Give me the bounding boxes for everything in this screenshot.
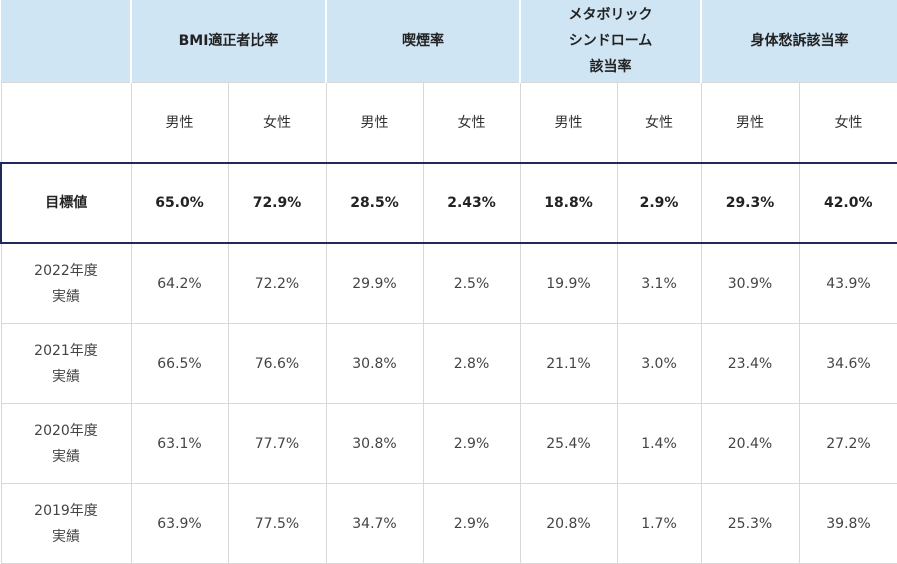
target-value: 28.5% (325, 162, 424, 244)
table-cell: 2.9% (422, 403, 521, 484)
table-cell: 25.4% (519, 403, 618, 484)
table-cell: 30.9% (700, 242, 800, 324)
table-cell: 63.1% (130, 403, 229, 484)
gender-subheader-row: 男性 女性 男性 女性 男性 女性 男性 女性 (0, 82, 897, 164)
row-label: 2020年度 実績 (0, 403, 132, 484)
table-cell: 63.9% (130, 483, 229, 564)
row-year: 2019年度 (34, 502, 98, 519)
table-cell: 30.8% (325, 323, 424, 404)
table-cell: 3.0% (616, 323, 702, 404)
table-cell: 2.8% (422, 323, 521, 404)
table-cell: 72.2% (227, 242, 327, 324)
row-year: 2021年度 (34, 342, 98, 359)
table-cell: 21.1% (519, 323, 618, 404)
table-cell: 3.1% (616, 242, 702, 324)
table-cell: 20.8% (519, 483, 618, 564)
table-cell: 34.7% (325, 483, 424, 564)
header-row: BMI適正者比率 喫煙率 メタボリック シンドローム 該当率 身体愁訴該当率 (1, 0, 897, 83)
header-metabolic: メタボリック シンドローム 該当率 (520, 0, 702, 83)
row-label: 2022年度 実績 (0, 242, 132, 324)
table-cell: 1.7% (616, 483, 702, 564)
header-bmi: BMI適正者比率 (131, 0, 327, 83)
subheader-female: 女性 (227, 82, 327, 164)
header-corner-cell (1, 0, 132, 83)
table-cell: 1.4% (616, 403, 702, 484)
subheader-male: 男性 (325, 82, 424, 164)
table-cell: 30.8% (325, 403, 424, 484)
header-symptoms: 身体愁訴該当率 (701, 0, 897, 83)
table-row: 2019年度 実績 63.9% 77.5% 34.7% 2.9% 20.8% 1… (0, 483, 897, 564)
table-cell: 2.5% (422, 242, 521, 324)
row-label: 2021年度 実績 (0, 323, 132, 404)
table-cell: 29.9% (325, 242, 424, 324)
subheader-female: 女性 (616, 82, 702, 164)
table-cell: 25.3% (700, 483, 800, 564)
table-cell: 39.8% (798, 483, 897, 564)
row-year: 2020年度 (34, 422, 98, 439)
target-value: 72.9% (227, 162, 327, 244)
subheader-empty-cell (0, 82, 132, 164)
target-value: 42.0% (798, 162, 897, 244)
row-year: 2022年度 (34, 262, 98, 279)
table-row: 2020年度 実績 63.1% 77.7% 30.8% 2.9% 25.4% 1… (0, 403, 897, 484)
target-value: 2.43% (422, 162, 521, 244)
table-cell: 64.2% (130, 242, 229, 324)
table-row: 2022年度 実績 64.2% 72.2% 29.9% 2.5% 19.9% 3… (0, 242, 897, 324)
table-cell: 23.4% (700, 323, 800, 404)
subheader-male: 男性 (519, 82, 618, 164)
table-cell: 20.4% (700, 403, 800, 484)
row-sub: 実績 (52, 448, 80, 465)
header-smoking: 喫煙率 (326, 0, 521, 83)
row-label: 2019年度 実績 (0, 483, 132, 564)
header-metabolic-line2: シンドローム (568, 33, 653, 49)
target-label: 目標値 (0, 162, 132, 244)
subheader-female: 女性 (798, 82, 897, 164)
table-cell: 66.5% (130, 323, 229, 404)
target-value: 65.0% (130, 162, 229, 244)
table-cell: 2.9% (422, 483, 521, 564)
table-cell: 77.7% (227, 403, 327, 484)
target-value: 18.8% (519, 162, 618, 244)
target-value: 29.3% (700, 162, 800, 244)
table-cell: 76.6% (227, 323, 327, 404)
header-metabolic-line1: メタボリック (568, 7, 653, 23)
table-cell: 19.9% (519, 242, 618, 324)
table-row: 2021年度 実績 66.5% 76.6% 30.8% 2.8% 21.1% 3… (0, 323, 897, 404)
table-cell: 27.2% (798, 403, 897, 484)
row-sub: 実績 (52, 288, 80, 305)
table-cell: 34.6% (798, 323, 897, 404)
target-row: 目標値 65.0% 72.9% 28.5% 2.43% 18.8% 2.9% 2… (0, 162, 897, 244)
target-value: 2.9% (616, 162, 702, 244)
header-metabolic-line3: 該当率 (589, 59, 632, 75)
table-cell: 77.5% (227, 483, 327, 564)
table-cell: 43.9% (798, 242, 897, 324)
row-sub: 実績 (52, 528, 80, 545)
subheader-female: 女性 (422, 82, 521, 164)
subheader-male: 男性 (130, 82, 229, 164)
row-sub: 実績 (52, 368, 80, 385)
subheader-male: 男性 (700, 82, 800, 164)
